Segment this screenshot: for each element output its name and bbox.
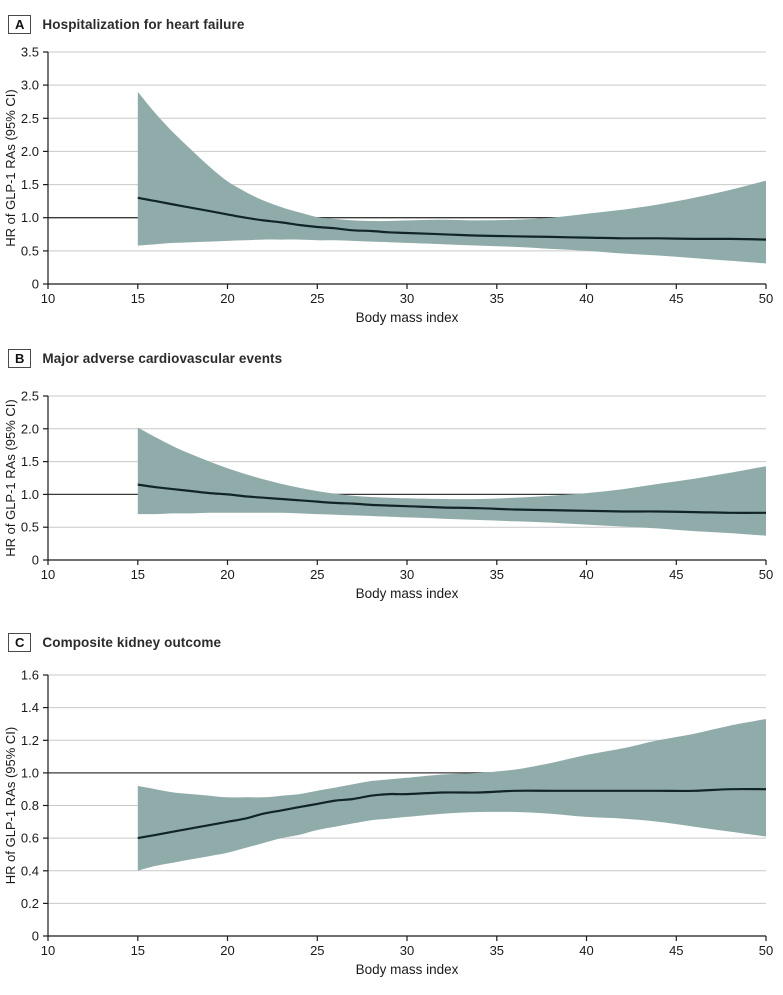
panel-title: Major adverse cardiovascular events bbox=[42, 350, 283, 366]
y-tick-label: 2.0 bbox=[21, 144, 39, 159]
panel-header: A Hospitalization for heart failure bbox=[0, 12, 783, 36]
y-tick-label: 1.5 bbox=[21, 177, 39, 192]
chart-heart-failure: 0 0.5 1.0 1.5 2.0 2.5 3.0 3.5 10 15 20 25 30 35 40 45 50… bbox=[3, 45, 773, 326]
y-tick-label: 0 bbox=[32, 277, 39, 292]
confidence-band bbox=[137, 719, 767, 871]
y-tick-label: 3.5 bbox=[21, 45, 39, 60]
confidence-band bbox=[137, 427, 767, 536]
y-tick-label: 0.5 bbox=[21, 243, 39, 258]
x-tick-label: 30 bbox=[400, 567, 414, 582]
x-tick-label: 40 bbox=[579, 291, 593, 306]
x-axis-title: Body mass index bbox=[356, 310, 459, 325]
x-tick-label: 50 bbox=[759, 291, 773, 306]
x-tick-label: 15 bbox=[131, 567, 145, 582]
x-tick-label: 15 bbox=[131, 291, 145, 306]
panel-label-box: A bbox=[8, 14, 32, 34]
chart-kidney: 0 0.2 0.4 0.6 0.8 1.0 1.2 1.4 1.6 10 15 20 25 30 35 40 4… bbox=[3, 668, 773, 978]
panel-header: B Major adverse cardiovascular events bbox=[0, 346, 783, 370]
y-tick-label: 0.2 bbox=[21, 896, 39, 911]
x-tick-label: 30 bbox=[400, 943, 414, 958]
chart-mace: 0 0.5 1.0 1.5 2.0 2.5 10 15 20 25 30 35 40 45 50 Body m… bbox=[3, 389, 773, 602]
panel-title: Hospitalization for heart failure bbox=[42, 16, 245, 32]
y-tick-label: 2.5 bbox=[21, 111, 39, 126]
panel-kidney: C Composite kidney outcome 0 0.2 0.4 0.6 0.8… bbox=[0, 604, 783, 980]
x-tick-label: 30 bbox=[400, 291, 414, 306]
x-tick-label: 50 bbox=[759, 567, 773, 582]
y-tick-label: 1.0 bbox=[21, 487, 39, 502]
panel-label-box: B bbox=[8, 348, 32, 368]
y-tick-label: 0.6 bbox=[21, 831, 39, 846]
y-tick-label: 0 bbox=[32, 929, 39, 944]
x-tick-label: 20 bbox=[220, 943, 234, 958]
x-tick-label: 35 bbox=[490, 943, 504, 958]
y-tick-label: 1.5 bbox=[21, 454, 39, 469]
x-tick-label: 40 bbox=[579, 567, 593, 582]
panel-header: C Composite kidney outcome bbox=[0, 630, 783, 654]
x-tick-label: 35 bbox=[490, 567, 504, 582]
x-tick-label: 35 bbox=[490, 291, 504, 306]
x-tick-label: 10 bbox=[41, 567, 55, 582]
hr-curve bbox=[137, 196, 767, 241]
x-tick-label: 45 bbox=[669, 943, 683, 958]
y-tick-label: 0.5 bbox=[21, 520, 39, 535]
x-tick-label: 20 bbox=[220, 567, 234, 582]
y-axis-title: HR of GLP-1 RAs (95% CI) bbox=[3, 399, 18, 557]
x-tick-label: 25 bbox=[310, 291, 324, 306]
y-tick-label: 0.4 bbox=[21, 863, 39, 878]
x-tick-label: 25 bbox=[310, 567, 324, 582]
y-tick-label: 1.0 bbox=[21, 210, 39, 225]
x-tick-label: 25 bbox=[310, 943, 324, 958]
panel-label-box: C bbox=[8, 632, 32, 652]
y-tick-label: 3.0 bbox=[21, 78, 39, 93]
y-tick-label: 2.0 bbox=[21, 421, 39, 436]
hr-curve bbox=[137, 483, 767, 514]
x-tick-label: 20 bbox=[220, 291, 234, 306]
confidence-band bbox=[137, 91, 767, 264]
x-axis-title: Body mass index bbox=[356, 586, 459, 601]
x-tick-label: 50 bbox=[759, 943, 773, 958]
y-axis-title: HR of GLP-1 RAs (95% CI) bbox=[3, 727, 18, 885]
x-tick-label: 40 bbox=[579, 943, 593, 958]
y-axis-title: HR of GLP-1 RAs (95% CI) bbox=[3, 89, 18, 247]
panel-title: Composite kidney outcome bbox=[42, 634, 222, 650]
x-tick-label: 10 bbox=[41, 943, 55, 958]
y-tick-label: 1.0 bbox=[21, 765, 39, 780]
y-tick-label: 2.5 bbox=[21, 389, 39, 404]
x-tick-label: 45 bbox=[669, 567, 683, 582]
y-tick-label: 1.6 bbox=[21, 668, 39, 683]
y-tick-label: 0 bbox=[32, 553, 39, 568]
y-tick-label: 0.8 bbox=[21, 798, 39, 813]
x-tick-label: 15 bbox=[131, 943, 145, 958]
x-tick-label: 45 bbox=[669, 291, 683, 306]
x-tick-label: 10 bbox=[41, 291, 55, 306]
y-tick-label: 1.4 bbox=[21, 700, 39, 715]
x-axis-title: Body mass index bbox=[356, 962, 459, 977]
hr-curve bbox=[137, 787, 767, 840]
panel-heart-failure: A Hospitalization for heart failure 0 0.5… bbox=[0, 0, 783, 328]
y-tick-label: 1.2 bbox=[21, 733, 39, 748]
